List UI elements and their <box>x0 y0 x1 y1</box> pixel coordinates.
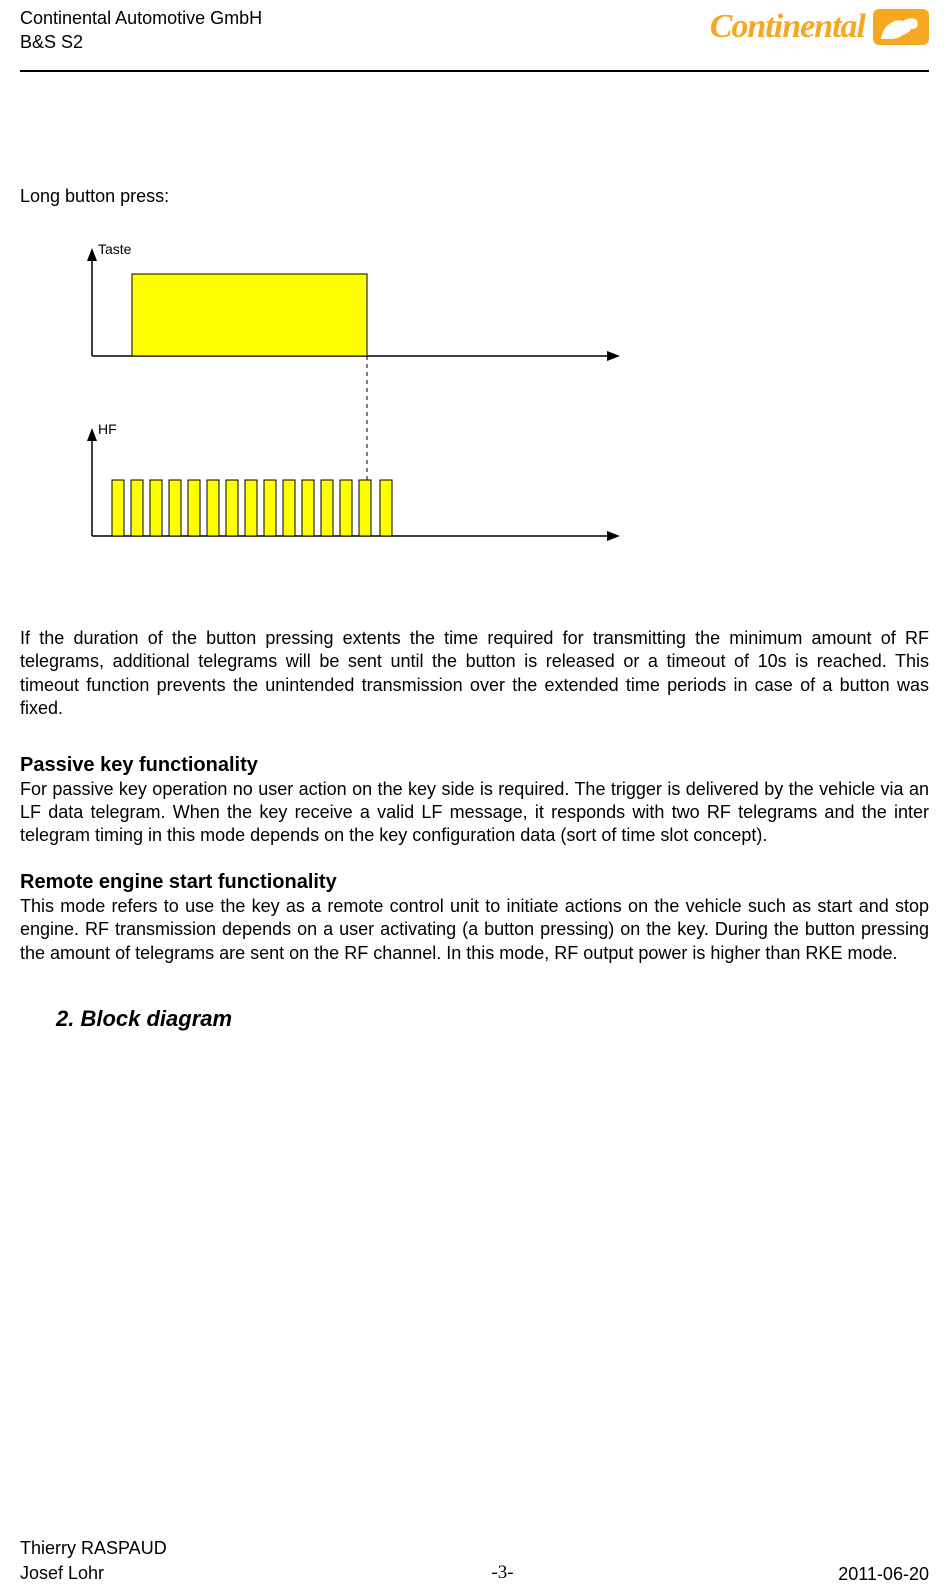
department-code: B&S S2 <box>20 30 262 54</box>
body-passive: For passive key operation no user action… <box>20 778 929 848</box>
header-rule <box>20 70 929 72</box>
author-2: Josef Lohr <box>20 1561 167 1585</box>
body-remote: This mode refers to use the key as a rem… <box>20 895 929 965</box>
para-timeout: If the duration of the button pressing e… <box>20 627 929 721</box>
page-number: -3- <box>491 1561 513 1585</box>
long-press-label: Long button press: <box>20 185 929 208</box>
company-name: Continental Automotive GmbH <box>20 6 262 30</box>
continental-logo: Continental <box>710 6 929 49</box>
page-footer: Thierry RASPAUD Josef Lohr -3- 2011-06-2… <box>20 1536 929 1585</box>
header-left: Continental Automotive GmbH B&S S2 <box>20 6 262 55</box>
footer-date: 2011-06-20 <box>838 1563 929 1586</box>
author-1: Thierry RASPAUD <box>20 1536 167 1560</box>
svg-text:HF: HF <box>98 421 117 437</box>
page-content: Long button press: Taste HF If the durati… <box>20 125 929 1032</box>
svg-text:Taste: Taste <box>98 241 132 257</box>
heading-block-diagram: 2. Block diagram <box>56 1005 929 1033</box>
heading-passive: Passive key functionality <box>20 753 929 778</box>
timing-svg: Taste HF <box>52 226 652 566</box>
footer-authors: Thierry RASPAUD Josef Lohr <box>20 1536 167 1585</box>
logo-text: Continental <box>710 6 865 49</box>
heading-remote: Remote engine start functionality <box>20 870 929 895</box>
logo-horse-icon <box>873 9 929 45</box>
page-header: Continental Automotive GmbH B&S S2 Conti… <box>0 0 949 55</box>
timing-chart: Taste HF <box>52 226 929 572</box>
